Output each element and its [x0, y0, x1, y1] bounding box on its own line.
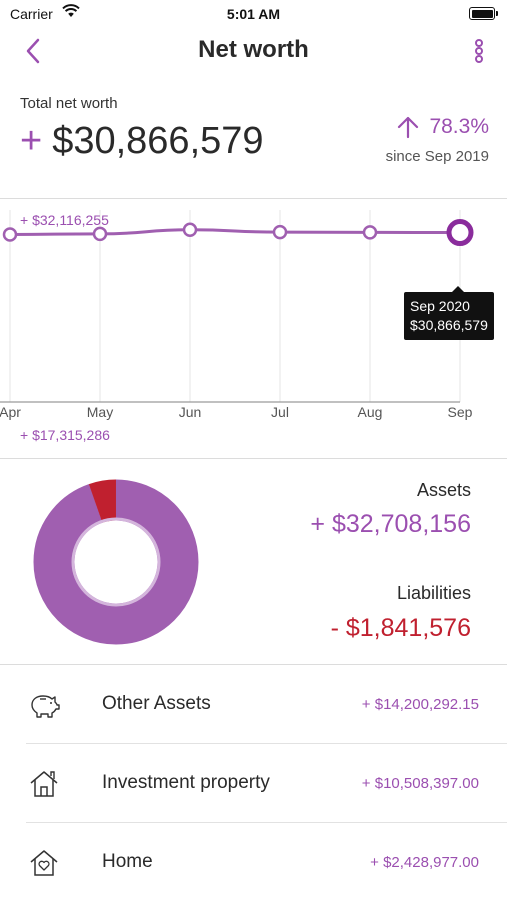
- clock: 5:01 AM: [226, 6, 281, 22]
- data-point[interactable]: [362, 225, 378, 240]
- net-worth-amount: $30,866,579: [52, 120, 264, 162]
- x-tick-label: Aug: [358, 404, 383, 420]
- list-item-investment-property[interactable]: Investment property + $10,508,397.00: [0, 744, 507, 823]
- assets-liabilities-donut[interactable]: [32, 478, 200, 646]
- donut-liabilities-ring: [33, 479, 199, 645]
- page-title: Net worth: [198, 36, 309, 63]
- list-item-amount: + $14,200,292.15: [361, 696, 479, 713]
- list-item-label: Investment property: [102, 772, 270, 793]
- vertical-ellipsis-icon[interactable]: [473, 36, 485, 66]
- change-indicator: 78.3%: [397, 115, 489, 139]
- list-item-label: Other Assets: [102, 693, 211, 714]
- liabilities-value: - $1,841,576: [330, 614, 471, 642]
- status-bar: Carrier 5:01 AM: [0, 0, 507, 30]
- data-point[interactable]: [2, 227, 18, 242]
- divider: [0, 664, 507, 665]
- list-item-amount: + $10,508,397.00: [361, 775, 479, 792]
- home-heart-icon: [30, 850, 58, 876]
- tooltip-date: Sep 2020: [410, 298, 470, 314]
- since-date: since Sep 2019: [385, 148, 489, 165]
- data-point[interactable]: [272, 224, 288, 240]
- assets-value: + $32,708,156: [310, 510, 471, 538]
- selected-data-point[interactable]: [446, 219, 474, 247]
- list-item-amount: + $2,428,977.00: [370, 854, 479, 871]
- net-worth-chart[interactable]: Apr May Jun Jul Aug Sep + $32,116,255 + $17,3…: [0, 200, 507, 456]
- list-item-home[interactable]: Home + $2,428,977.00: [0, 823, 507, 900]
- list-item-other-assets[interactable]: Other Assets + $14,200,292.15: [0, 665, 507, 744]
- total-net-worth-label: Total net worth: [20, 95, 118, 112]
- chart-max-label: + $32,116,255: [20, 212, 109, 228]
- battery-icon: [469, 7, 498, 20]
- chevron-left-icon[interactable]: [22, 36, 46, 66]
- series-line: [9, 228, 461, 236]
- wifi-icon: [62, 4, 80, 17]
- chart-min-label: + $17,315,286: [20, 427, 110, 443]
- x-tick-label: Jul: [271, 404, 289, 420]
- assets-label: Assets: [416, 480, 471, 500]
- divider: [0, 458, 507, 459]
- list-item-label: Home: [102, 851, 153, 872]
- donut-inner-ring: [71, 517, 161, 607]
- separator: [26, 743, 507, 744]
- x-tick-label: Apr: [0, 404, 21, 420]
- carrier-label: Carrier: [10, 6, 53, 22]
- piggy-bank-icon: [31, 695, 60, 718]
- x-tick-label: May: [87, 404, 113, 420]
- liabilities-label: Liabilities: [396, 583, 471, 603]
- chart-tooltip: Sep 2020 $30,866,579: [404, 286, 494, 340]
- separator: [26, 822, 507, 823]
- x-tick-label: Jun: [179, 404, 202, 420]
- x-tick-label: Sep: [448, 404, 473, 420]
- total-net-worth-value: + $30,866,579: [20, 120, 264, 163]
- donut-assets-ring: [33, 479, 199, 645]
- divider: [0, 198, 507, 199]
- tooltip-value: $30,866,579: [410, 317, 488, 333]
- change-percentage: 78.3%: [429, 115, 489, 138]
- arrow-up-icon: [398, 116, 419, 139]
- data-point[interactable]: [92, 226, 108, 242]
- house-icon: [30, 771, 58, 797]
- data-point[interactable]: [182, 222, 198, 238]
- navigation-bar: Net worth: [0, 30, 507, 72]
- positive-sign: +: [20, 120, 43, 162]
